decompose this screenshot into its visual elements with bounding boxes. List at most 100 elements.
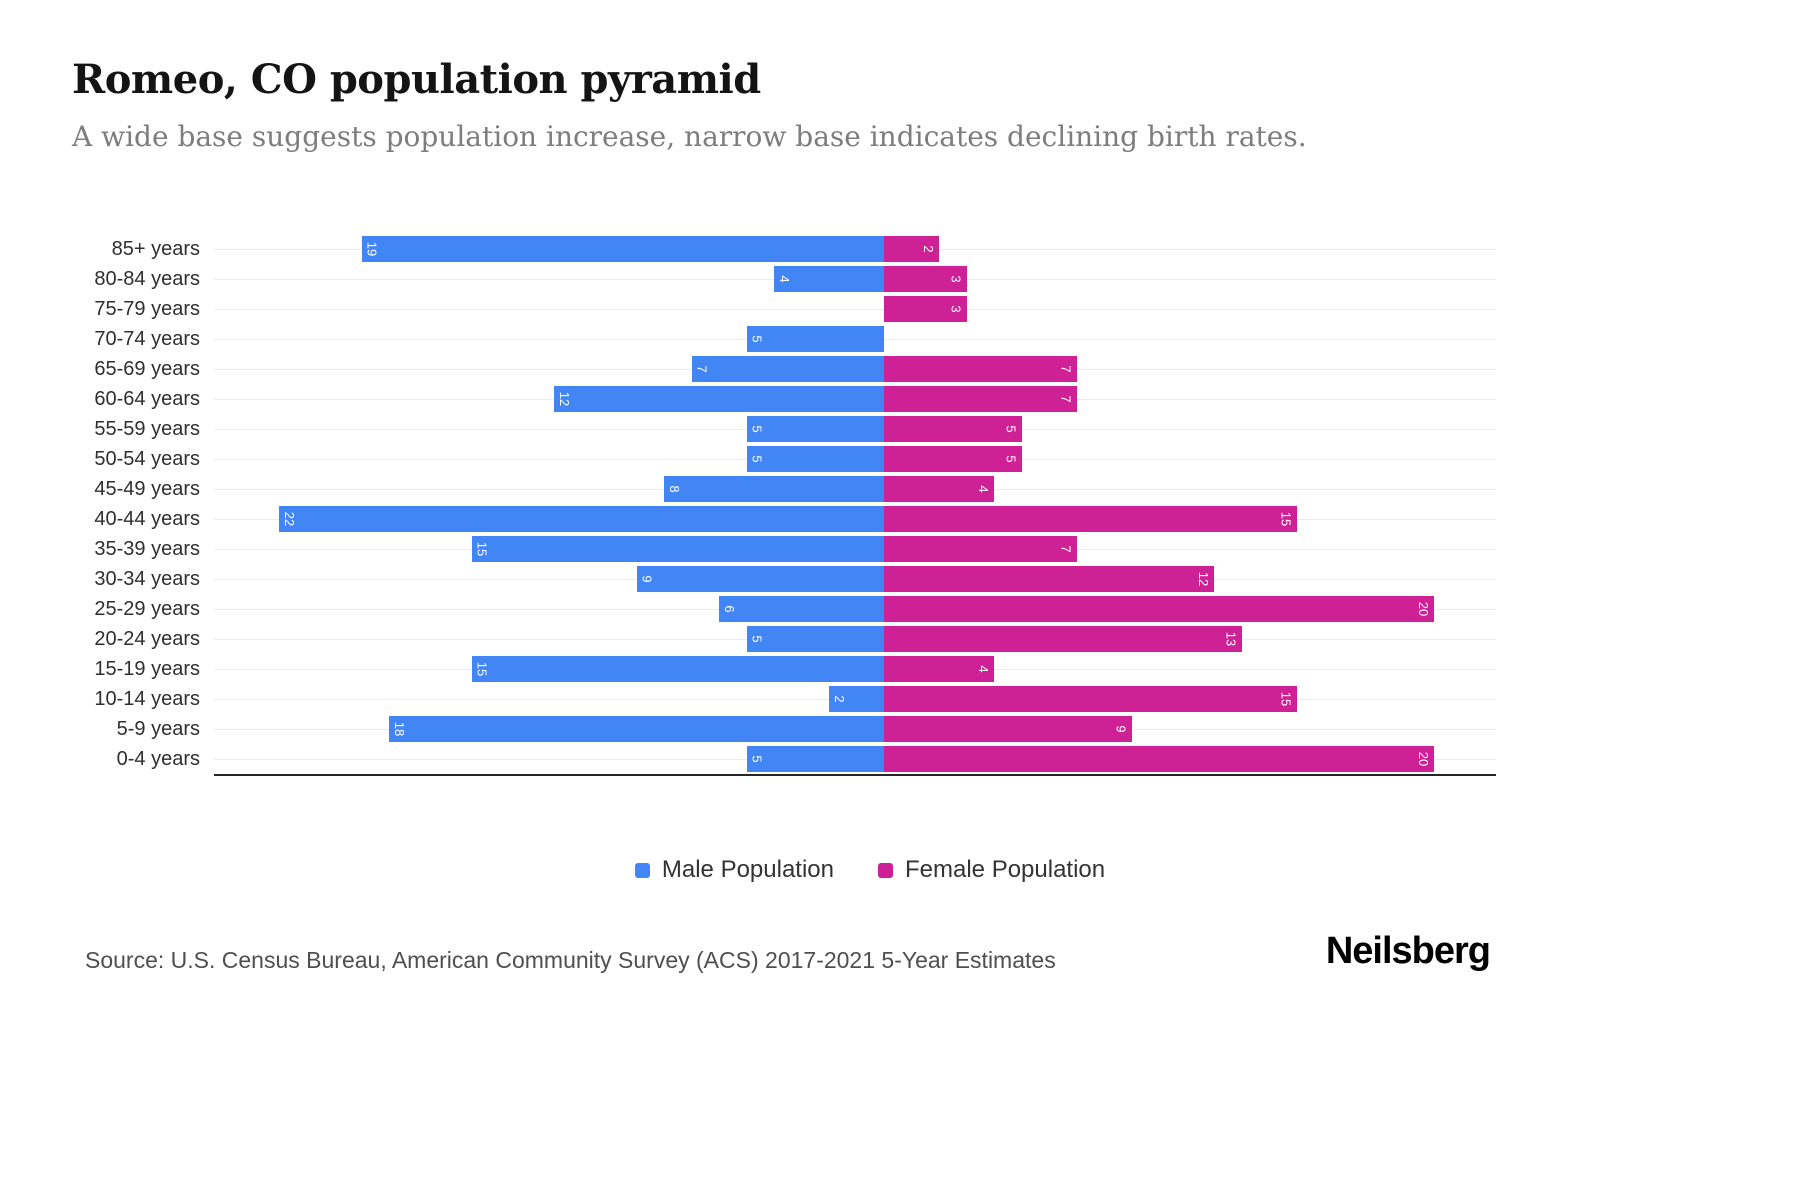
male-bar[interactable]: 5 [746,446,884,472]
male-bar-value: 15 [474,661,490,677]
page-title: Romeo, CO population pyramid [72,56,761,103]
category-label: 25-29 years [94,598,200,620]
male-bar[interactable]: 19 [361,236,884,262]
male-bar-value: 6 [722,605,737,613]
pyramid-row: 55-59 years 5 5 [72,414,1496,444]
female-bar-value: 12 [1196,571,1211,587]
female-bar[interactable]: 7 [884,536,1077,562]
male-bar[interactable]: 9 [636,566,884,592]
category-label: 65-69 years [94,358,200,380]
category-label: 70-74 years [94,328,200,350]
male-bar-value: 5 [749,335,765,343]
category-label: 15-19 years [94,658,200,680]
row-plot: 6 20 [214,594,1496,624]
pyramid-row: 70-74 years 5 [72,324,1496,354]
category-label: 0-4 years [116,748,200,770]
pyramid-row: 10-14 years 2 15 [72,684,1496,714]
row-plot: 9 12 [214,564,1496,594]
category-label: 30-34 years [94,568,200,590]
male-bar-value: 12 [557,391,572,407]
female-bar[interactable]: 4 [884,656,994,682]
male-bar-value: 9 [639,575,655,583]
male-bar[interactable]: 15 [471,656,884,682]
row-plot: 5 [214,324,1496,354]
x-axis-row [72,774,1496,776]
male-bar[interactable]: 6 [719,596,884,622]
female-bar[interactable]: 3 [884,266,967,292]
female-bar-value: 15 [1278,511,1294,527]
category-label: 20-24 years [94,628,200,650]
female-bar-value: 7 [1058,365,1074,373]
female-bar[interactable]: 20 [884,746,1434,772]
female-bar[interactable]: 20 [884,596,1434,622]
male-bar-value: 5 [749,455,765,463]
male-bar[interactable]: 5 [746,326,884,352]
male-bar-value: 7 [694,365,710,373]
legend: Male Population Female Population [0,856,1740,884]
row-plot: 5 20 [214,744,1496,774]
male-bar-value: 18 [392,721,407,737]
male-bar[interactable]: 18 [389,716,884,742]
male-bar[interactable]: 15 [471,536,884,562]
legend-item-female[interactable]: Female Population [878,856,1105,884]
female-bar[interactable]: 13 [884,626,1242,652]
male-bar[interactable]: 5 [746,416,884,442]
male-bar[interactable]: 7 [691,356,884,382]
female-bar-value: 4 [976,665,991,673]
female-bar[interactable]: 7 [884,386,1077,412]
gridline [214,309,1496,310]
female-bar[interactable]: 2 [884,236,939,262]
row-plot: 18 9 [214,714,1496,744]
female-bar-value: 3 [948,305,964,313]
female-bar-value: 3 [948,275,964,283]
category-label: 5-9 years [116,718,200,740]
pyramid-row: 40-44 years 22 15 [72,504,1496,534]
legend-male-label: Male Population [661,856,834,883]
male-bar-value: 4 [777,275,792,283]
pyramid-row: 45-49 years 8 4 [72,474,1496,504]
source-attribution: Source: U.S. Census Bureau, American Com… [85,947,1056,973]
female-bar-value: 15 [1278,691,1294,707]
female-bar[interactable]: 4 [884,476,994,502]
female-bar[interactable]: 3 [884,296,967,322]
pyramid-row: 5-9 years 18 9 [72,714,1496,744]
female-bar[interactable]: 15 [884,686,1297,712]
pyramid-row: 0-4 years 5 20 [72,744,1496,774]
pyramid-row: 30-34 years 9 12 [72,564,1496,594]
pyramid-row: 25-29 years 6 20 [72,594,1496,624]
row-plot: 15 4 [214,654,1496,684]
female-bar[interactable]: 7 [884,356,1077,382]
row-plot: 3 [214,294,1496,324]
category-label: 40-44 years [94,508,200,530]
category-label: 75-79 years [94,298,200,320]
row-plot: 5 13 [214,624,1496,654]
male-bar[interactable]: 5 [746,746,884,772]
female-bar[interactable]: 5 [884,416,1022,442]
male-swatch-icon [634,862,650,878]
male-bar[interactable]: 5 [746,626,884,652]
male-bar[interactable]: 4 [774,266,884,292]
male-bar[interactable]: 22 [279,506,884,532]
female-bar[interactable]: 12 [884,566,1214,592]
male-bar[interactable]: 12 [554,386,884,412]
female-bar-value: 7 [1058,395,1074,403]
male-bar-value: 19 [364,241,380,257]
legend-item-male[interactable]: Male Population [634,856,834,884]
pyramid-rows: 85+ years 19 2 80-84 years 4 3 75-79 years 3 70-… [72,234,1496,774]
female-bar[interactable]: 5 [884,446,1022,472]
row-plot: 19 2 [214,234,1496,264]
pyramid-row: 85+ years 19 2 [72,234,1496,264]
female-bar[interactable]: 15 [884,506,1297,532]
male-bar[interactable]: 8 [664,476,884,502]
female-bar-value: 20 [1416,601,1431,617]
male-bar-value: 5 [749,425,765,433]
male-bar[interactable]: 2 [829,686,884,712]
female-bar-value: 5 [1003,425,1019,433]
category-label: 45-49 years [94,478,200,500]
female-bar-value: 2 [921,245,936,253]
female-bar[interactable]: 9 [884,716,1132,742]
pyramid-row: 35-39 years 15 7 [72,534,1496,564]
